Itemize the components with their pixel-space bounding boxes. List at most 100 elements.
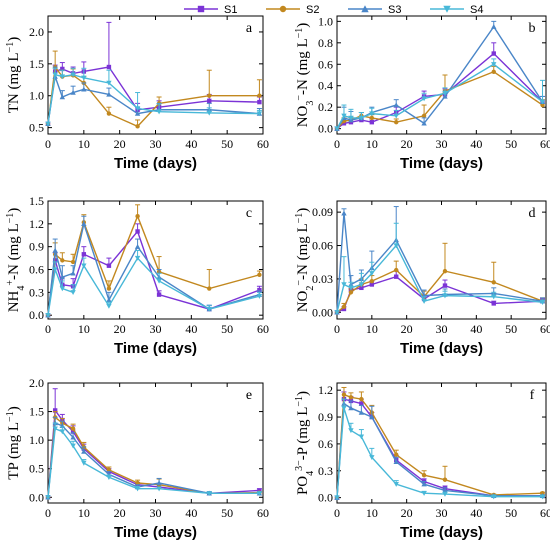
data-point bbox=[207, 98, 212, 104]
data-point bbox=[442, 268, 448, 274]
data-point bbox=[256, 111, 263, 117]
x-tick-label: 50 bbox=[221, 137, 233, 151]
data-point bbox=[81, 221, 87, 227]
data-point bbox=[70, 426, 76, 431]
series-line bbox=[47, 65, 260, 128]
x-tick-label: 30 bbox=[436, 506, 448, 520]
data-point bbox=[81, 252, 87, 257]
y-tick-label: 0.9 bbox=[29, 240, 44, 254]
data-point bbox=[539, 99, 546, 105]
data-point bbox=[341, 405, 347, 411]
data-point bbox=[81, 460, 87, 466]
data-point bbox=[156, 480, 162, 486]
data-point bbox=[70, 429, 76, 434]
legend: S1 S2 S3 S4 bbox=[184, 4, 483, 16]
y-tick-label: 0.09 bbox=[312, 205, 333, 219]
x-tick-label: 20 bbox=[114, 137, 126, 151]
data-point bbox=[358, 434, 365, 440]
series-s3 bbox=[45, 215, 263, 318]
data-point bbox=[341, 210, 347, 216]
legend-marker bbox=[361, 5, 369, 13]
x-axis-label: Time (days) bbox=[114, 340, 197, 357]
data-point bbox=[134, 255, 141, 261]
data-point bbox=[106, 303, 112, 309]
data-point bbox=[348, 115, 354, 121]
series-line bbox=[47, 76, 260, 124]
y-axis-label: TP (mg L−1) bbox=[5, 406, 23, 479]
data-point bbox=[207, 286, 212, 291]
panel-b: 0 10 20 30 40 50 60 0.0 0.2 0.4 0.6 0.8 1.0 Time (day… bbox=[294, 14, 550, 172]
data-point bbox=[70, 89, 76, 95]
y-tick-label: 1.0 bbox=[29, 433, 44, 447]
data-point bbox=[52, 258, 58, 263]
x-tick-label: 0 bbox=[45, 137, 51, 151]
data-point bbox=[156, 278, 162, 284]
y-tick-label: 1.2 bbox=[318, 383, 333, 397]
data-point bbox=[81, 75, 87, 81]
data-point bbox=[156, 486, 162, 492]
data-point bbox=[442, 477, 448, 482]
data-point bbox=[70, 270, 76, 276]
x-tick-label: 60 bbox=[257, 322, 269, 336]
data-point bbox=[421, 481, 427, 487]
data-point bbox=[106, 80, 112, 86]
x-tick-label: 40 bbox=[185, 322, 197, 336]
data-point bbox=[442, 487, 448, 493]
data-point bbox=[70, 72, 76, 78]
data-point bbox=[45, 495, 51, 500]
y-tick-label: 0.5 bbox=[29, 121, 44, 135]
y-tick-label: 0.06 bbox=[312, 239, 333, 253]
legend-marker bbox=[279, 5, 287, 13]
series-line bbox=[47, 422, 260, 498]
panel-f: 0 10 20 30 40 50 60 0.0 0.3 0.6 0.9 1.2 Time (days) P… bbox=[294, 382, 550, 541]
data-point bbox=[52, 247, 58, 253]
data-point bbox=[369, 111, 375, 117]
data-point bbox=[393, 459, 399, 465]
x-tick-label: 0 bbox=[334, 506, 340, 520]
data-point bbox=[341, 392, 347, 397]
data-point bbox=[442, 283, 448, 288]
data-point bbox=[106, 467, 112, 473]
data-point bbox=[206, 110, 212, 116]
panels: 0 10 20 30 40 50 60 0.5 1.0 1.5 2.0 Time (days) TN (… bbox=[5, 14, 550, 541]
data-point bbox=[348, 395, 354, 400]
x-tick-label: 0 bbox=[45, 322, 51, 336]
panel-letter: e bbox=[246, 388, 252, 403]
y-tick-label: 2.0 bbox=[29, 25, 44, 39]
data-point bbox=[421, 113, 427, 118]
x-axis-label: Time (days) bbox=[400, 340, 483, 357]
panel-letter: b bbox=[529, 21, 536, 36]
x-tick-label: 20 bbox=[401, 506, 413, 520]
y-tick-label: 0.9 bbox=[318, 410, 333, 424]
data-point bbox=[135, 480, 140, 486]
y-tick-label: 1.5 bbox=[29, 405, 44, 419]
y-tick-label: 0.6 bbox=[318, 57, 333, 71]
legend-item-s4: S4 bbox=[430, 4, 483, 16]
data-point bbox=[106, 64, 112, 70]
data-point bbox=[491, 294, 497, 300]
data-point bbox=[341, 304, 347, 309]
error-bar bbox=[540, 79, 546, 102]
series-line bbox=[47, 73, 260, 124]
x-tick-label: 50 bbox=[505, 322, 517, 336]
series-line bbox=[47, 256, 260, 316]
x-tick-label: 0 bbox=[334, 137, 340, 151]
x-tick-label: 10 bbox=[78, 506, 90, 520]
series-line bbox=[336, 63, 543, 129]
legend-label: S4 bbox=[470, 4, 483, 16]
x-tick-label: 0 bbox=[45, 506, 51, 520]
data-point bbox=[257, 287, 262, 293]
data-point bbox=[106, 263, 112, 268]
data-point bbox=[106, 111, 112, 116]
x-tick-label: 50 bbox=[221, 322, 233, 336]
data-point bbox=[45, 121, 51, 127]
x-tick-label: 30 bbox=[150, 506, 162, 520]
error-bar bbox=[393, 222, 399, 246]
data-point bbox=[106, 297, 112, 303]
x-tick-label: 50 bbox=[505, 506, 517, 520]
series-line bbox=[47, 221, 260, 316]
error-bar bbox=[341, 256, 347, 285]
data-point bbox=[207, 93, 212, 98]
y-tick-label: 1.2 bbox=[29, 217, 44, 231]
data-point bbox=[106, 91, 112, 97]
